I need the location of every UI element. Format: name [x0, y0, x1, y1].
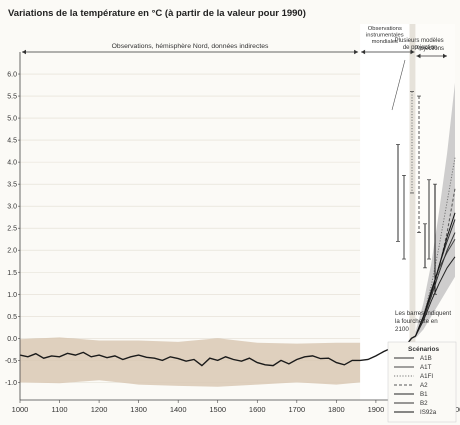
legend-label-a1t: A1T — [420, 364, 432, 371]
x-tick-label: 1400 — [170, 405, 187, 414]
period-arrow-proxy-head-left — [22, 49, 26, 55]
instrumental-panel — [360, 24, 410, 400]
x-tick-label: 1900 — [368, 405, 385, 414]
legend: Scénarios A1B A1T A1FI A2 B1 B2 IS92a — [387, 341, 457, 423]
y-tick-label: 2.0 — [7, 248, 17, 255]
y-tick-label: -1.0 — [5, 380, 17, 387]
period-labels: Observations, hémisphère Nord, données i… — [22, 26, 447, 59]
range-bars-2100 — [396, 91, 437, 295]
legend-label-b1: B1 — [420, 391, 428, 398]
observed-line — [19, 335, 416, 367]
period-arrow-instrumental-head-left — [361, 49, 366, 55]
legend-label-b2: B2 — [420, 400, 428, 407]
x-tick-label: 1500 — [209, 405, 226, 414]
y-tick-label: 1.0 — [7, 292, 17, 299]
y-tick-label: -0.5 — [5, 358, 17, 365]
uncertainty-band-area — [20, 337, 361, 387]
y-tick-label: 1.5 — [7, 270, 17, 277]
legend-label-is92a: IS92a — [420, 409, 437, 416]
y-tick-label: 3.0 — [7, 204, 17, 211]
period-label-projections: Projections — [414, 46, 444, 52]
y-tick-label: 0.5 — [7, 314, 17, 321]
x-tick-label: 1200 — [91, 405, 108, 414]
y-tick-label: 5.0 — [7, 116, 17, 123]
observed-series — [19, 335, 416, 367]
x-tick-label: 1100 — [51, 405, 67, 414]
uncertainty-band — [20, 337, 361, 387]
legend-label-a1b: A1B — [420, 355, 432, 362]
y-tick-label: 2.5 — [7, 226, 17, 233]
legend-label-a2: A2 — [420, 382, 428, 389]
legend-box — [387, 341, 457, 423]
chart-title: Variations de la température en °C (à pa… — [8, 8, 306, 19]
period-arrow-projections-head-left — [416, 53, 421, 59]
bars-note-annotation: Les barres indiquent la fourchette en 21… — [395, 310, 453, 333]
x-tick-label: 1700 — [288, 405, 305, 414]
transition-panel — [409, 24, 416, 400]
y-tick-label: 5.5 — [7, 94, 17, 101]
projection-envelope — [415, 82, 455, 339]
y-tick-label: 4.0 — [7, 160, 17, 167]
x-tick-label: 1300 — [130, 405, 147, 414]
x-tick-label: 1600 — [249, 405, 266, 414]
y-tick-label: 3.5 — [7, 182, 17, 189]
x-tick-label: 1000 — [12, 405, 29, 414]
projection-envelope-area — [415, 82, 455, 339]
y-tick-label: 0.0 — [7, 336, 17, 343]
y-tick-label: 6.0 — [7, 72, 17, 79]
period-arrow-proxy-head-right — [354, 49, 359, 55]
period-arrow-instrumental-head-right — [410, 49, 415, 55]
legend-title: Scénarios — [408, 346, 439, 353]
x-tick-label: 1800 — [328, 405, 345, 414]
models-annotation-pointer — [391, 59, 406, 111]
legend-label-a1fi: A1FI — [420, 373, 433, 380]
period-arrow-projections-head-right — [443, 53, 447, 59]
models-annotation: Plusieurs modèles de projection — [395, 38, 446, 51]
y-tick-label: 4.5 — [7, 138, 17, 145]
period-label-proxy: Observations, hémisphère Nord, données i… — [112, 43, 269, 50]
period-label-instrumental: Observations instrumentales mondiales — [366, 26, 404, 45]
